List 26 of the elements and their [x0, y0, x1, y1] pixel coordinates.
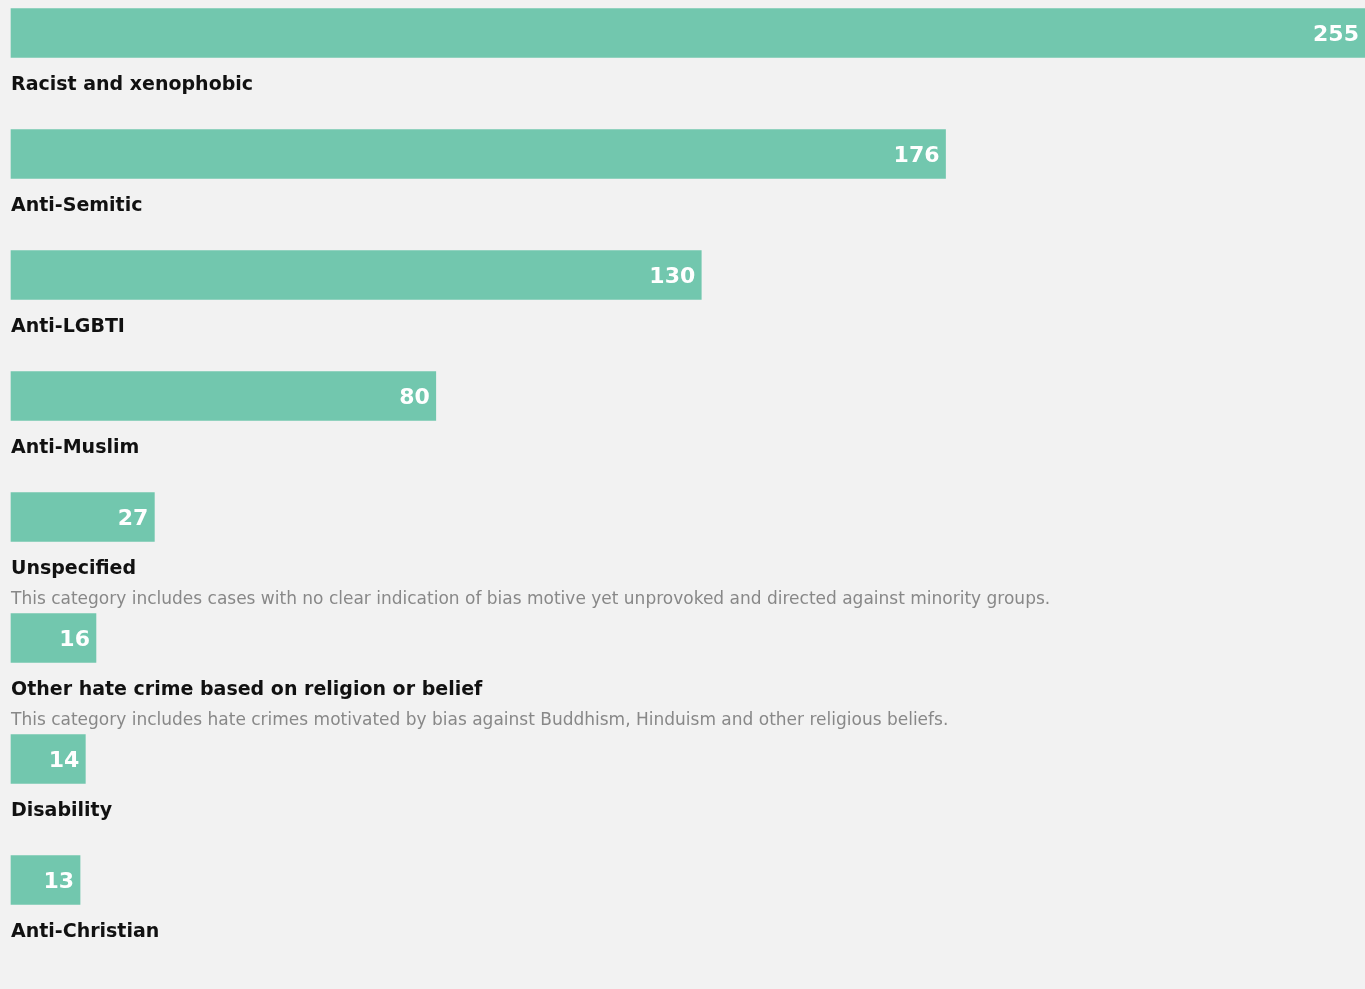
bar	[10, 8, 1365, 58]
annotation: This category includes hate crimes motivated by bias against Buddhism, Hinduism and other religious beliefs.	[10, 708, 949, 729]
data-label: 176	[893, 141, 940, 167]
bar	[10, 129, 946, 179]
y-tick-label: Anti-LGBTI	[11, 313, 125, 336]
annotation: This category includes cases with no clear indication of bias motive yet unprovoked and directed against minority groups.	[10, 587, 1051, 608]
bar	[10, 613, 97, 663]
bar	[10, 734, 86, 784]
data-label: 130	[649, 262, 696, 288]
bar	[10, 371, 437, 421]
y-tick-label: Anti-Muslim	[11, 434, 140, 457]
data-label: 27	[117, 504, 149, 530]
data-label: 80	[399, 383, 430, 409]
bar	[10, 855, 81, 905]
bar	[10, 492, 155, 542]
data-label: 16	[59, 625, 90, 651]
y-tick-label: Disability	[11, 797, 113, 820]
data-label: 13	[43, 867, 75, 893]
y-tick-label: Anti-Christian	[11, 918, 160, 941]
y-tick-label: Other hate crime based on religion or belief	[11, 676, 484, 699]
data-label: 14	[48, 746, 80, 772]
y-tick-label: Anti-Semitic	[11, 192, 143, 215]
y-tick-label: Racist and xenophobic	[11, 71, 254, 94]
data-label: 255	[1313, 20, 1359, 46]
bar	[10, 250, 702, 300]
y-tick-label: Unspecified	[11, 555, 137, 578]
